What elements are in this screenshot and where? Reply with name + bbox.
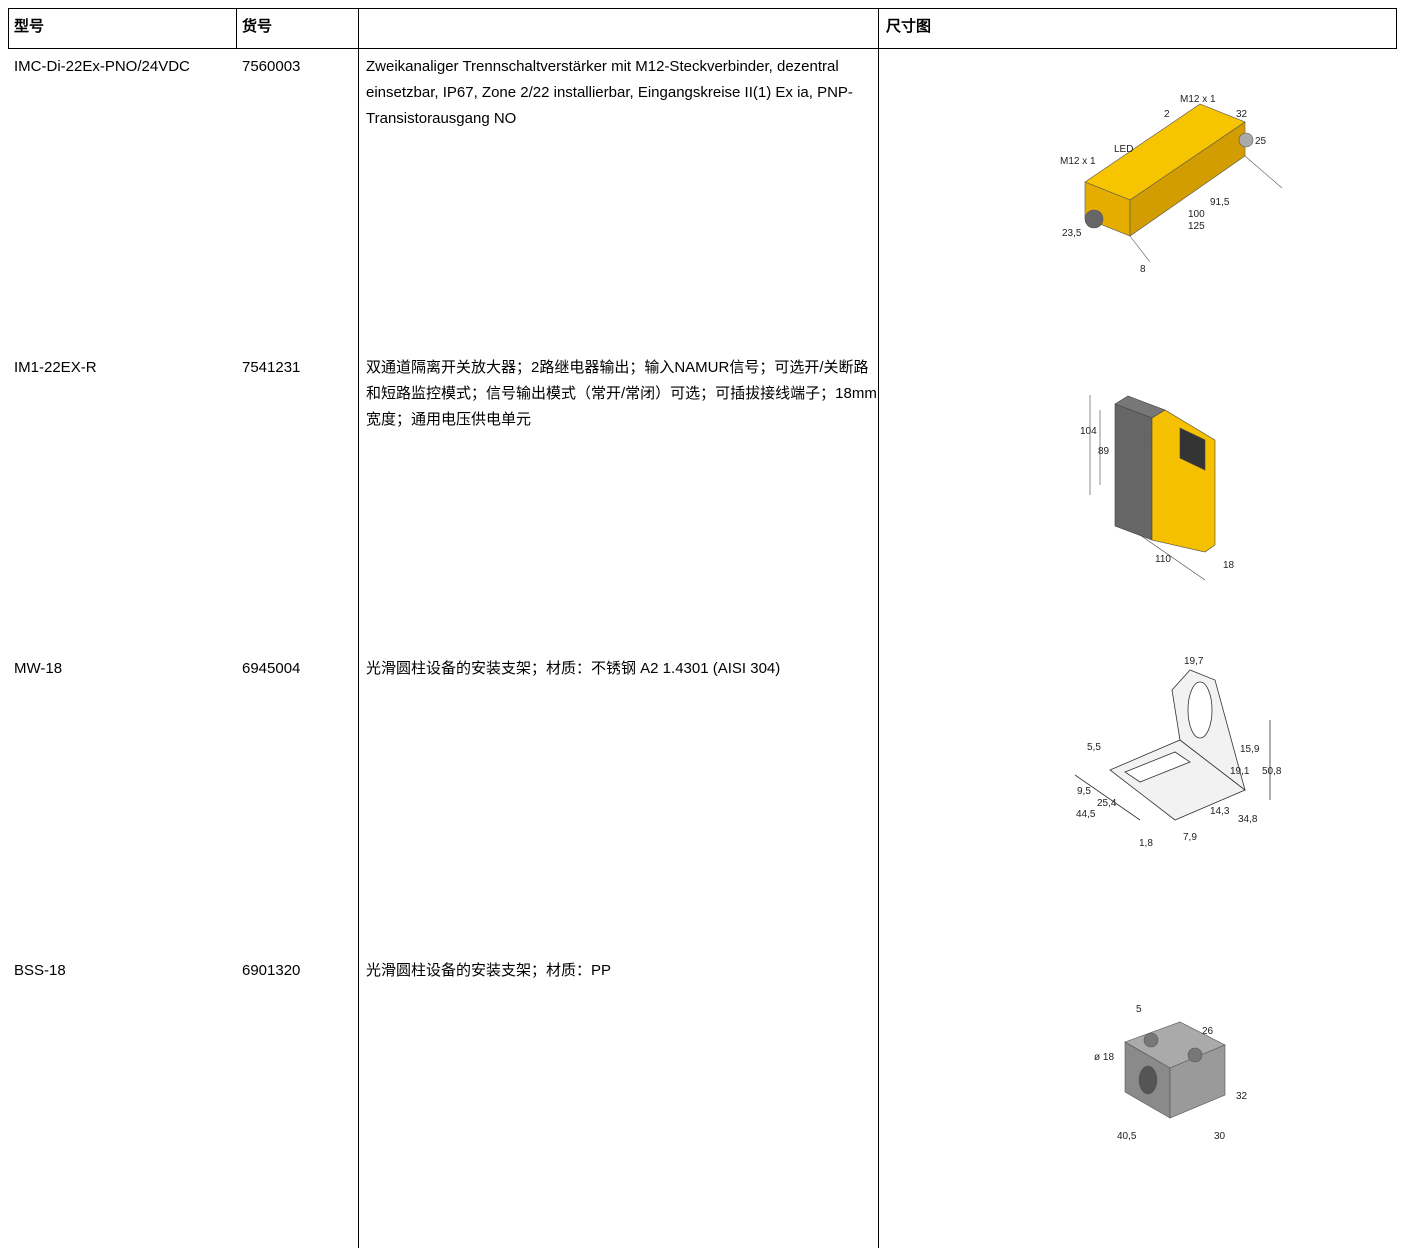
drawing-sensor-box bbox=[1084, 103, 1283, 263]
dimension-label: 89 bbox=[1098, 446, 1110, 457]
dimension-label: 1,8 bbox=[1139, 838, 1153, 849]
dimension-label: 9,5 bbox=[1077, 786, 1091, 797]
header-drawing: 尺寸图 bbox=[886, 18, 932, 35]
part-no: 6901320 bbox=[242, 962, 301, 979]
drawing-module bbox=[1089, 395, 1216, 581]
dimension-label: 25,4 bbox=[1097, 798, 1117, 809]
drawing-bracket bbox=[1074, 669, 1271, 821]
dimension-label: 34,8 bbox=[1238, 814, 1258, 825]
dimension-label: 19,7 bbox=[1184, 656, 1204, 667]
dimension-label: 100 bbox=[1188, 209, 1205, 220]
dimension-label: 18 bbox=[1223, 560, 1235, 571]
table-lines bbox=[8, 8, 1397, 1248]
header-model: 型号 bbox=[14, 18, 45, 35]
model: BSS-18 bbox=[14, 962, 66, 979]
dimension-label: 15,9 bbox=[1240, 744, 1260, 755]
dimension-label: 14,3 bbox=[1210, 806, 1230, 817]
dimension-label: ø 18 bbox=[1094, 1052, 1114, 1063]
model: IMC-Di-22Ex-PNO/24VDC bbox=[14, 58, 190, 75]
dimension-label: 110 bbox=[1155, 554, 1171, 565]
dimension-label: 32 bbox=[1236, 1091, 1248, 1102]
dimension-label: 5 bbox=[1136, 1004, 1142, 1015]
part-no: 7541231 bbox=[242, 359, 301, 376]
dimension-label: 91,5 bbox=[1210, 197, 1230, 208]
dimension-label: 23,5 bbox=[1062, 228, 1082, 239]
dimension-label: 44,5 bbox=[1076, 809, 1096, 820]
dimension-label: 104 bbox=[1080, 426, 1097, 437]
description: 光滑圆柱设备的安装支架；材质：不锈钢 A2 1.4301 (AISI 304) bbox=[366, 660, 781, 677]
dimension-label: 125 bbox=[1188, 221, 1205, 232]
description: Zweikanaliger Trennschaltverstärker mit … bbox=[366, 58, 853, 127]
dimension-label: 30 bbox=[1214, 1131, 1226, 1142]
dimension-label: 8 bbox=[1140, 264, 1146, 275]
description: 光滑圆柱设备的安装支架；材质：PP bbox=[366, 962, 612, 979]
description: 双通道隔离开关放大器；2路继电器输出；输入NAMUR信号；可选开/关断路和短路监… bbox=[366, 359, 877, 428]
dimension-label: 40,5 bbox=[1117, 1131, 1137, 1142]
dimension-label: 7,9 bbox=[1183, 832, 1197, 843]
dimension-label: 26 bbox=[1202, 1026, 1214, 1037]
dimension-label: 19,1 bbox=[1230, 766, 1250, 777]
dimension-label: M12 x 1 bbox=[1060, 156, 1096, 167]
model: MW-18 bbox=[14, 660, 63, 677]
dimension-label: 2 bbox=[1164, 109, 1170, 120]
dimension-label: 32 bbox=[1236, 109, 1248, 120]
dimension-label: 5,5 bbox=[1087, 742, 1101, 753]
header-part-no: 货号 bbox=[242, 18, 273, 35]
part-no: 7560003 bbox=[242, 58, 301, 75]
part-no: 6945004 bbox=[242, 660, 301, 677]
model: IM1-22EX-R bbox=[14, 359, 97, 376]
dimension-label: 50,8 bbox=[1262, 766, 1282, 777]
drawing-clamp bbox=[1124, 1021, 1226, 1119]
dimension-label: M12 x 1 bbox=[1180, 94, 1216, 105]
dimension-label: LED bbox=[1114, 144, 1133, 155]
dimension-label: 25 bbox=[1255, 136, 1267, 147]
